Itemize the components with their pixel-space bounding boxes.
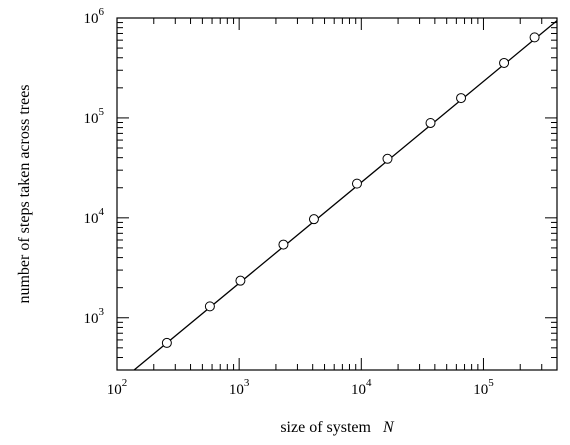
x-tick-label: 103 (229, 377, 250, 398)
major-ticks (116, 17, 557, 370)
minor-ticks (117, 18, 558, 371)
y-tick-label: 103 (84, 306, 105, 327)
y-tick-label: 106 (84, 6, 105, 27)
x-tick-label: 102 (107, 377, 128, 398)
data-point (235, 275, 246, 286)
data-point (308, 214, 319, 225)
data-point (499, 57, 510, 68)
x-axis-label-text: size of system (280, 419, 371, 436)
fit-line (133, 20, 558, 371)
x-tick-label: 104 (351, 377, 372, 398)
fit-line-layer (133, 20, 558, 371)
data-points-layer (161, 32, 540, 348)
x-axis-label: size of system N (280, 419, 395, 436)
y-axis-label: number of steps taken across trees (16, 84, 33, 303)
data-point (161, 337, 172, 348)
data-point (204, 301, 215, 312)
data-point (278, 239, 289, 250)
data-point (456, 93, 467, 104)
x-tick-labels: 102 103 104 105 (107, 377, 494, 398)
y-tick-labels: 103 104 105 106 (84, 6, 105, 327)
y-tick-label: 105 (84, 106, 105, 127)
x-axis-label-variable: N (382, 419, 395, 436)
y-tick-label: 104 (84, 206, 105, 227)
data-point (425, 117, 436, 128)
data-point (529, 32, 540, 43)
x-tick-label: 105 (473, 377, 494, 398)
data-point (382, 153, 393, 164)
plot-frame (116, 17, 558, 371)
data-point (351, 178, 362, 189)
